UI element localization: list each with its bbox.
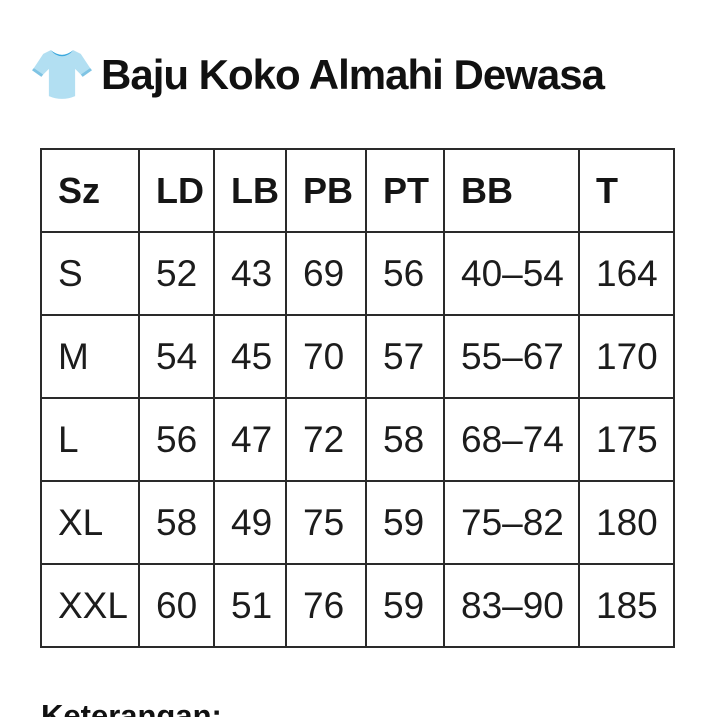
size-cell: S [40, 231, 140, 316]
column-header-pt: PT [365, 148, 445, 233]
value-cell: 72 [285, 397, 367, 482]
table-row: L 56 47 72 58 68–74 175 [40, 397, 675, 482]
value-cell: 75 [285, 480, 367, 565]
value-cell: 49 [213, 480, 287, 565]
size-cell: XXL [40, 563, 140, 648]
value-cell: 76 [285, 563, 367, 648]
value-cell: 60 [138, 563, 215, 648]
size-cell: M [40, 314, 140, 399]
value-cell: 68–74 [443, 397, 580, 482]
size-cell: XL [40, 480, 140, 565]
value-cell: 58 [138, 480, 215, 565]
value-cell: 180 [578, 480, 675, 565]
tshirt-icon [32, 47, 92, 102]
value-cell: 185 [578, 563, 675, 648]
value-cell: 75–82 [443, 480, 580, 565]
value-cell: 45 [213, 314, 287, 399]
value-cell: 83–90 [443, 563, 580, 648]
column-header-ld: LD [138, 148, 215, 233]
value-cell: 56 [138, 397, 215, 482]
table-row: XXL 60 51 76 59 83–90 185 [40, 563, 675, 648]
value-cell: 55–67 [443, 314, 580, 399]
notes-heading: Keterangan: [41, 698, 222, 717]
value-cell: 47 [213, 397, 287, 482]
value-cell: 43 [213, 231, 287, 316]
size-chart-table: Sz LD LB PB PT BB T S 52 43 69 56 40–54 … [40, 148, 675, 648]
value-cell: 51 [213, 563, 287, 648]
size-cell: L [40, 397, 140, 482]
value-cell: 56 [365, 231, 445, 316]
table-row: XL 58 49 75 59 75–82 180 [40, 480, 675, 565]
page-title: Baju Koko Almahi Dewasa [101, 50, 605, 98]
value-cell: 175 [578, 397, 675, 482]
page-header: Baju Koko Almahi Dewasa [32, 47, 605, 102]
column-header-t: T [578, 148, 675, 233]
value-cell: 164 [578, 231, 675, 316]
table-header-row: Sz LD LB PB PT BB T [40, 148, 675, 233]
column-header-pb: PB [285, 148, 367, 233]
table-row: M 54 45 70 57 55–67 170 [40, 314, 675, 399]
value-cell: 52 [138, 231, 215, 316]
value-cell: 69 [285, 231, 367, 316]
value-cell: 57 [365, 314, 445, 399]
value-cell: 70 [285, 314, 367, 399]
column-header-sz: Sz [40, 148, 140, 233]
value-cell: 170 [578, 314, 675, 399]
column-header-bb: BB [443, 148, 580, 233]
table-row: S 52 43 69 56 40–54 164 [40, 231, 675, 316]
value-cell: 59 [365, 480, 445, 565]
value-cell: 58 [365, 397, 445, 482]
column-header-lb: LB [213, 148, 287, 233]
value-cell: 54 [138, 314, 215, 399]
value-cell: 40–54 [443, 231, 580, 316]
value-cell: 59 [365, 563, 445, 648]
